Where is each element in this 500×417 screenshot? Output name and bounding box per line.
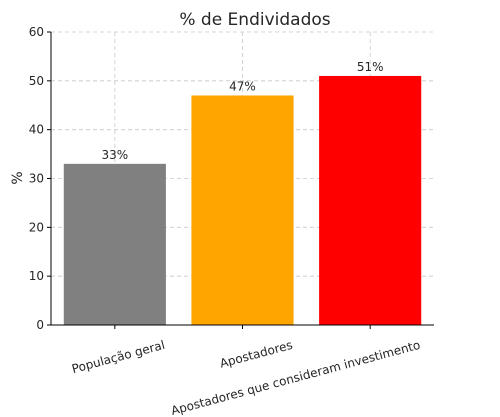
data-label: 51% [357,60,384,74]
bar [63,163,166,325]
data-label: 33% [101,148,128,162]
x-tick-label: Apostadores que consideram investimento [170,338,422,417]
y-tick-label: 40 [29,123,44,137]
bars [63,75,422,325]
y-tick-label: 20 [29,220,44,234]
data-labels: 33% 47% 51% [101,60,383,162]
x-tick-label: Apostadores [218,338,294,371]
y-tick-label: 10 [29,269,44,283]
chart-title: % de Endividados [179,10,330,30]
y-tick-label: 50 [29,74,44,88]
y-axis-label: % [10,171,26,184]
bar [191,95,294,325]
y-tick-label: 60 [29,25,44,39]
y-tick-label: 30 [29,172,44,186]
data-label: 47% [229,79,256,93]
y-ticks: 0 10 20 30 40 50 60 [29,25,51,332]
y-tick-label: 0 [36,318,44,332]
x-tick-label: População geral [70,338,166,376]
bar [319,75,422,325]
